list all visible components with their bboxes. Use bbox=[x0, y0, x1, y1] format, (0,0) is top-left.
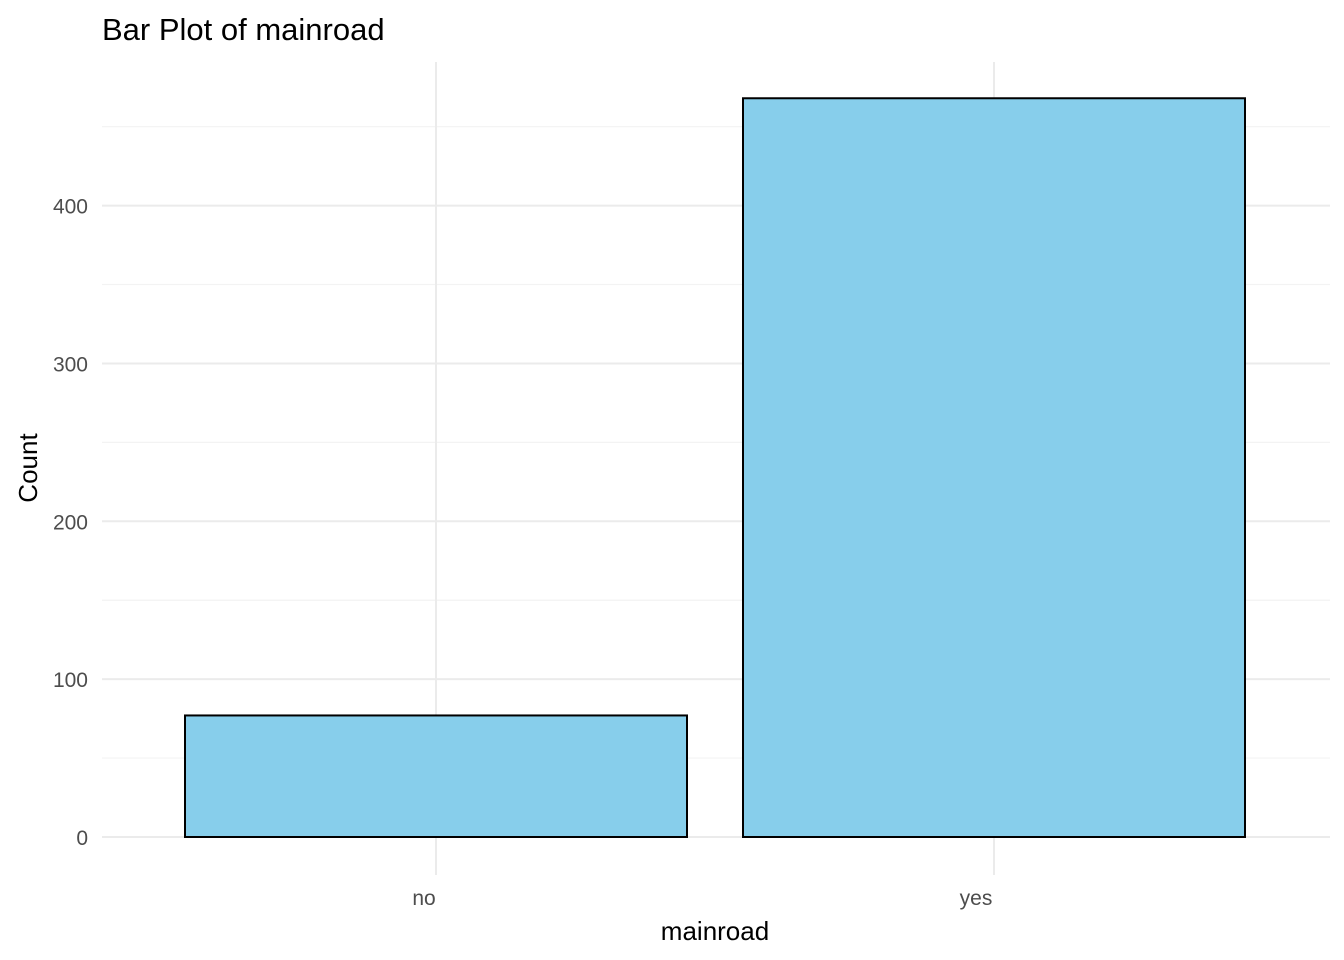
y-tick-label: 0 bbox=[76, 827, 88, 850]
y-tick-label: 200 bbox=[53, 511, 88, 534]
x-axis-title: mainroad bbox=[661, 916, 769, 946]
y-tick-label: 300 bbox=[53, 353, 88, 376]
x-tick-label: no bbox=[412, 887, 435, 910]
y-tick-label: 400 bbox=[53, 196, 88, 219]
x-axis-ticks: no yes bbox=[412, 887, 992, 910]
bars bbox=[184, 97, 1246, 839]
y-axis-title: Count bbox=[13, 433, 43, 503]
bar-yes bbox=[742, 97, 1246, 838]
y-tick-label: 100 bbox=[53, 669, 88, 692]
x-tick-label: yes bbox=[960, 887, 993, 910]
y-axis-ticks: 0 100 200 300 400 bbox=[53, 196, 88, 850]
bar-no bbox=[184, 714, 688, 839]
chart-title: Bar Plot of mainroad bbox=[102, 12, 385, 47]
